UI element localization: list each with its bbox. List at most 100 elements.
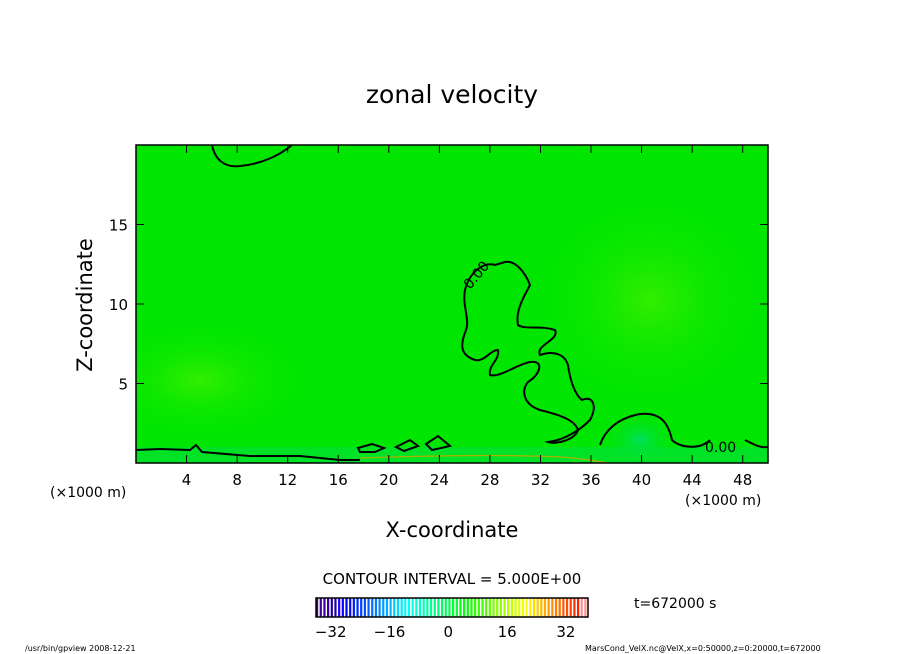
colorbar-tick-label: 16 [498,623,517,641]
colorbar-cell [422,598,425,617]
colorbar-cell [576,598,580,617]
colorbar-cell [352,598,355,617]
colorbar-cell [378,598,381,617]
colorbar-cell [418,598,422,617]
footer-left: /usr/bin/gpview 2008-12-21 [25,644,136,653]
x-tick-label: 4 [182,471,192,489]
field-bottom-band [136,447,768,463]
colorbar-cell [532,598,536,617]
colorbar-cell [385,598,389,617]
y-unit-label: (×1000 m) [685,493,761,509]
footer-right: MarsCond_VelX.nc@VelX,x=0:50000,z=0:2000… [585,644,821,653]
colorbar-cell [518,598,521,617]
colorbar-cell [437,598,440,617]
y-axis-label: Z-coordinate [73,238,97,372]
colorbar-cell [463,598,466,617]
contour-line [136,443,360,461]
x-tick-label: 24 [430,471,449,489]
x-tick-label: 8 [232,471,242,489]
x-tick-label: 28 [480,471,499,489]
colorbar-cell [496,598,499,617]
colorbar-cell [360,598,363,617]
colorbar-cell [554,598,558,617]
colorbar-cell [371,598,374,617]
colorbar-cell [470,598,473,617]
colorbar-cell [356,598,359,617]
colorbar-cell [481,598,484,617]
colorbar-cell [507,598,510,617]
colorbar-cell [341,598,344,617]
colorbar-cell [558,598,561,617]
x-tick-label: 12 [278,471,297,489]
colorbar-cell [514,598,517,617]
colorbar-cell [529,598,532,617]
contour-line [461,260,595,444]
x-tick-label: 16 [329,471,348,489]
y-tick-label: 15 [109,217,128,235]
colorbar-tick-label: 32 [556,623,575,641]
colorbar-cell [349,598,352,617]
contour-line [211,145,293,168]
time-label: t=672000 s [634,596,716,612]
colorbar-cell [466,598,469,617]
x-tick-label: 20 [379,471,398,489]
colorbar-cell [382,598,385,617]
colorbar-cell [440,598,444,617]
colorbar-cell [415,598,418,617]
colorbar-cell [569,598,572,617]
x-tick-label: 36 [581,471,600,489]
y-tick-label: 10 [109,296,128,314]
colorbar-cell [455,598,458,617]
colorbar-cell [477,598,480,617]
colorbar-cell [584,598,587,617]
colorbar-cell [404,598,407,617]
colorbar-cell [562,598,565,617]
colorbar-tick-label: −32 [315,623,347,641]
colorbar-cell [521,598,525,617]
x-tick-label: 32 [531,471,550,489]
colorbar-cell [363,598,366,617]
x-tick-label: 48 [733,471,752,489]
contour-line [599,412,768,449]
colorbar-cell [547,598,550,617]
colorbar-cell [345,598,348,617]
x-axis-label: X-coordinate [386,518,519,542]
contour-label: 0.00 [705,440,736,456]
colorbar-ticks: −32 −16 0 16 32 [315,623,576,641]
colorbar-cell [492,598,495,617]
colorbar-cell [525,598,528,617]
colorbar-cell [411,598,414,617]
colorbar-cell [444,598,447,617]
contour-lines [136,145,768,463]
colorbar-cell [433,598,436,617]
contour-line-low [359,454,611,463]
colorbar-cell [330,598,333,617]
colorbar-cell [400,598,403,617]
colorbar-cell [510,598,514,617]
colorbar-cell [551,598,554,617]
colorbar-cell [503,598,506,617]
colorbar-cell [426,598,429,617]
chart-title: zonal velocity [366,80,538,109]
contour-interval: CONTOUR INTERVAL = 5.000E+00 [323,570,582,588]
colorbar-cell [319,598,322,617]
colorbar-cell [429,598,433,617]
y-tick-label: 5 [118,376,128,394]
colorbar-cell [407,598,411,617]
colorbar-cell [543,598,547,617]
x-tick-label: 44 [683,471,702,489]
colorbar-cell [338,598,341,617]
colorbar-tick-label: 0 [444,623,454,641]
colorbar-cell [389,598,392,617]
colorbar-frame [315,597,589,618]
colorbar-tick-label: −16 [374,623,406,641]
colorbar-cell [499,598,502,617]
colorbar-cell [459,598,462,617]
colorbar-cell [367,598,370,617]
colorbar-cell [536,598,539,617]
colorbar-cell [474,598,477,617]
colorbar-cell [488,598,491,617]
colorbar-cell [374,598,378,617]
